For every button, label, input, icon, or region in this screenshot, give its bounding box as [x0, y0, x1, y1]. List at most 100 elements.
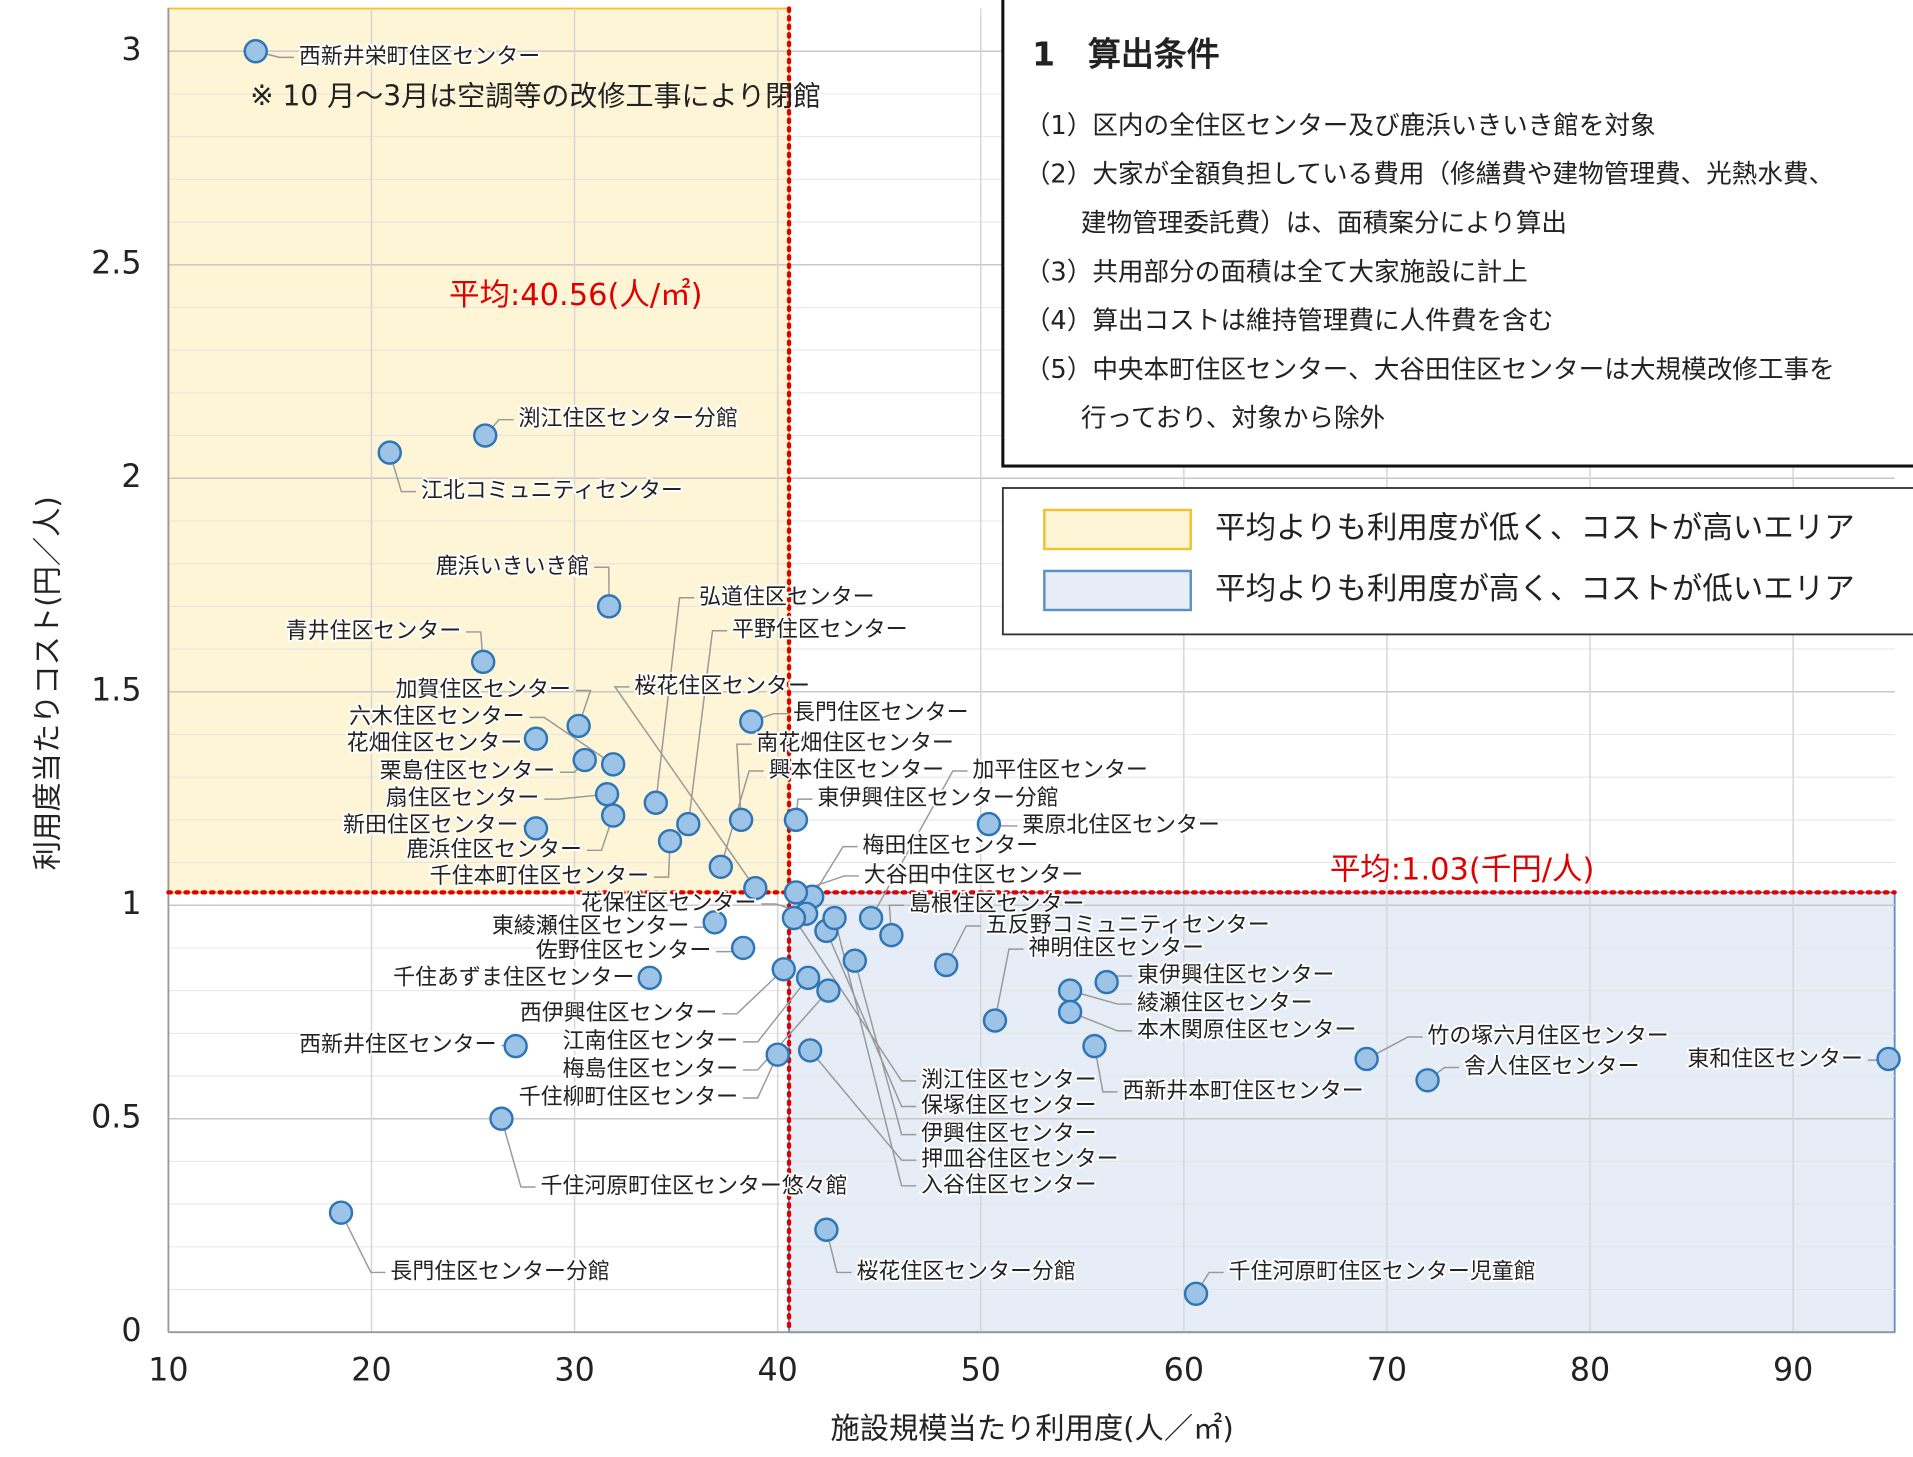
point [816, 978, 841, 1003]
x-tick-label: 40 [757, 1352, 797, 1388]
point [822, 905, 847, 931]
point [643, 790, 669, 815]
legend-swatch [1043, 569, 1192, 612]
y-tick-label: 3 [121, 32, 141, 68]
point-label: 千住本町住区センター [430, 864, 649, 889]
low-cost-area [788, 891, 1896, 1334]
point [328, 1200, 354, 1225]
leader-line [736, 743, 752, 820]
point-label: 保塚住区センター [921, 1094, 1097, 1119]
point-label: 千住柳町住区センター [519, 1085, 738, 1110]
note-line: （4）算出コストは維持管理費に人件費を含む [1025, 306, 1553, 336]
point-label: 西伊興住区センター [520, 1001, 717, 1026]
plot-area: 0 0.5 1 1.5 2 2.5 3 10 20 30 40 50 60 70 80 90 平均:40.56(… [91, 6, 1901, 1388]
points [243, 39, 1901, 1306]
point-label: 千住あずま住区センター [393, 965, 634, 990]
point-label: 長門住区センター [793, 701, 969, 726]
point [708, 854, 733, 879]
point-label: 栗原北住区センター [1022, 813, 1219, 838]
leader-line [529, 716, 614, 765]
point-label: 弘道住区センター [699, 585, 875, 610]
leader-line [340, 1212, 386, 1274]
x-tick-label: 60 [1164, 1352, 1204, 1388]
point-label: 新田住区センター [343, 813, 519, 838]
point [637, 965, 662, 991]
leader-line [613, 686, 756, 889]
note-line: 行っており、対象から除外 [1081, 404, 1385, 434]
point [1057, 999, 1083, 1025]
point-label: 扇住区センター [386, 786, 540, 811]
leader-line [586, 815, 614, 852]
point [781, 905, 807, 931]
leader-line [594, 566, 610, 607]
leader-line [1093, 1046, 1118, 1093]
point-label: 西新井本町住区センター [1122, 1079, 1363, 1104]
point-label: 大谷田中住区センター [864, 863, 1083, 888]
point [765, 1042, 790, 1067]
leader-line [544, 793, 608, 800]
point-label: 東和住区センター [1687, 1047, 1863, 1072]
point-label: 千住河原町住区センター悠々館 [540, 1174, 847, 1199]
point [1876, 1046, 1901, 1072]
point-label: 舎人住区センター [1464, 1054, 1640, 1079]
leader-line [722, 968, 785, 1015]
point [1094, 969, 1119, 995]
point [797, 1038, 823, 1063]
notes-items: （1）区内の全住区センター及び鹿浜いきいき館を対象 （2）大家が全額負担している費… [1025, 111, 1835, 434]
leader-line [825, 930, 917, 1108]
point-label: 渕江住区センター [921, 1068, 1097, 1093]
point-label: 加賀住区センター [395, 678, 571, 703]
leader-line [870, 770, 968, 919]
point [814, 1217, 839, 1242]
point [879, 922, 904, 948]
point [473, 423, 498, 448]
point [858, 905, 884, 931]
note-line: （5）中央本町住区センター、大谷田住区センターは大規模改修工事を [1025, 355, 1835, 385]
point [596, 594, 622, 619]
point-label: 梅田住区センター [863, 834, 1039, 859]
point [728, 807, 754, 833]
y-tick-label: 0.5 [91, 1100, 141, 1136]
point [976, 811, 1002, 837]
x-tick-label: 70 [1367, 1352, 1407, 1388]
point [377, 440, 402, 465]
point [1057, 978, 1083, 1003]
point [243, 39, 268, 64]
point [771, 957, 796, 982]
point [783, 880, 809, 905]
leader-line [575, 689, 592, 727]
point-label: 六木住区センター [349, 704, 525, 729]
point-label: 平野住区センター [732, 618, 908, 643]
point [1354, 1046, 1379, 1072]
leader-line [833, 917, 917, 1187]
point [842, 948, 868, 973]
point-label: 江南住区センター [563, 1029, 739, 1054]
leader-line [743, 977, 809, 1043]
point [503, 1033, 528, 1059]
point [739, 709, 764, 734]
notes-title: 1 算出条件 [1032, 35, 1220, 74]
leader-line [655, 597, 695, 803]
leader-line [1069, 1011, 1133, 1032]
leader-line [500, 1118, 536, 1188]
point-label: 加平住区センター [972, 758, 1148, 783]
y-axis-title: 利用度当たりコスト(円／人) [30, 496, 64, 870]
point-label: 花畑住区センター [347, 731, 523, 756]
leader-line [720, 770, 764, 868]
y-tick-label: 2.5 [91, 246, 141, 282]
point-label: 鹿浜住区センター [406, 837, 582, 862]
point-label: 興本住区センター [769, 758, 945, 783]
legend-label: 平均よりも利用度が高く、コストが低いエリア [1215, 572, 1855, 607]
leader-line [945, 925, 981, 966]
high-cost-area [167, 7, 790, 894]
point-label: 梅島住区センター [563, 1057, 739, 1082]
point-label: 神明住区センター [1028, 936, 1204, 961]
x-axis-title: 施設規模当たり利用度(人／㎡) [830, 1411, 1233, 1445]
note-line: （2）大家が全額負担している費用（修繕費や建物管理費、光熱水費、 [1025, 160, 1834, 190]
point [676, 811, 701, 837]
y-tick-label: 1.5 [91, 673, 141, 709]
point-label: 鹿浜いきいき館 [436, 554, 590, 579]
point [523, 816, 549, 841]
x-tick-label: 10 [148, 1352, 188, 1388]
point-label: 渕江住区センター分館 [519, 407, 738, 432]
